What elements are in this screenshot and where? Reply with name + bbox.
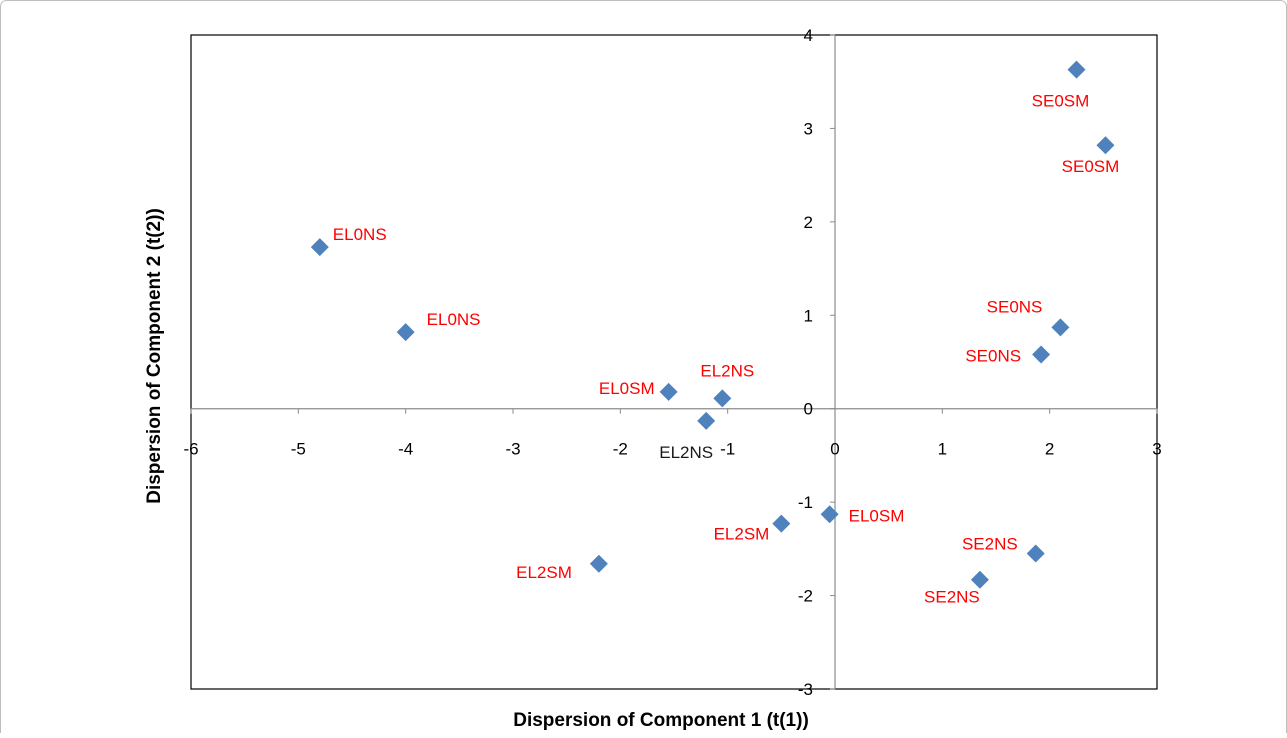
data-point-marker [396,323,415,342]
data-point-label: EL2SM [516,563,572,582]
axes [191,35,1157,689]
data-point-marker [589,554,608,573]
data-point-marker [1096,136,1115,155]
data-point-marker [970,570,989,589]
x-tick-label: -1 [720,440,735,459]
data-labels: SE0SM SE0SM EL0NS EL0NS SE0NS SE0NS EL0SM EL2NS… [333,92,1120,607]
data-point-label: EL0NS [427,310,481,329]
x-tick-label: -2 [613,440,628,459]
data-point-marker [1067,60,1086,79]
data-point-marker [713,389,732,408]
tick-labels: -6 -5 -4 -3 -2 -1 0 1 2 3 -3 -2 -1 0 1 2 3 4 [183,26,1161,699]
data-point-label: EL2NS [700,361,754,380]
data-point-label: SE2NS [924,588,980,607]
data-point-label: SE2NS [962,535,1018,554]
x-tick-label: 1 [938,440,947,459]
data-point-label: SE0SM [1062,157,1120,176]
x-tick-label: -4 [398,440,413,459]
y-tick-label: -2 [798,587,813,606]
x-tick-label: -3 [505,440,520,459]
data-point-label: EL0NS [333,225,387,244]
data-point-label: SE0NS [965,347,1021,366]
y-tick-label: 3 [804,119,813,138]
data-point-label: EL2SM [714,525,770,544]
data-point-label: SE0SM [1032,92,1090,111]
y-tick-label: -1 [798,493,813,512]
y-tick-label: -3 [798,680,813,699]
y-tick-label: 1 [804,306,813,325]
data-points [310,60,1115,589]
data-point-label: SE0NS [987,297,1043,316]
data-point-marker [1032,345,1051,364]
x-tick-label: 0 [830,440,839,459]
x-axis-label: Dispersion of Component 1 (t(1)) [513,710,809,731]
x-tick-label: -5 [291,440,306,459]
data-point-label: EL2NS [659,443,713,462]
data-point-marker [310,238,329,257]
x-tick-label: 2 [1045,440,1054,459]
y-tick-label: 2 [804,213,813,232]
y-axis-label: Dispersion of Component 2 (t(2)) [144,208,165,504]
data-point-marker [820,505,839,524]
y-tick-label: 0 [804,400,813,419]
data-point-marker [659,382,678,401]
x-tick-label: 3 [1152,440,1161,459]
data-point-label: EL0SM [849,506,905,525]
y-tick-label: 4 [804,26,813,45]
x-tick-label: -6 [183,440,198,459]
data-point-marker [772,514,791,533]
data-point-label: EL0SM [599,379,655,398]
plot-area [190,34,1158,690]
data-point-marker [697,411,716,430]
data-point-marker [1051,318,1070,337]
data-point-marker [1026,544,1045,563]
